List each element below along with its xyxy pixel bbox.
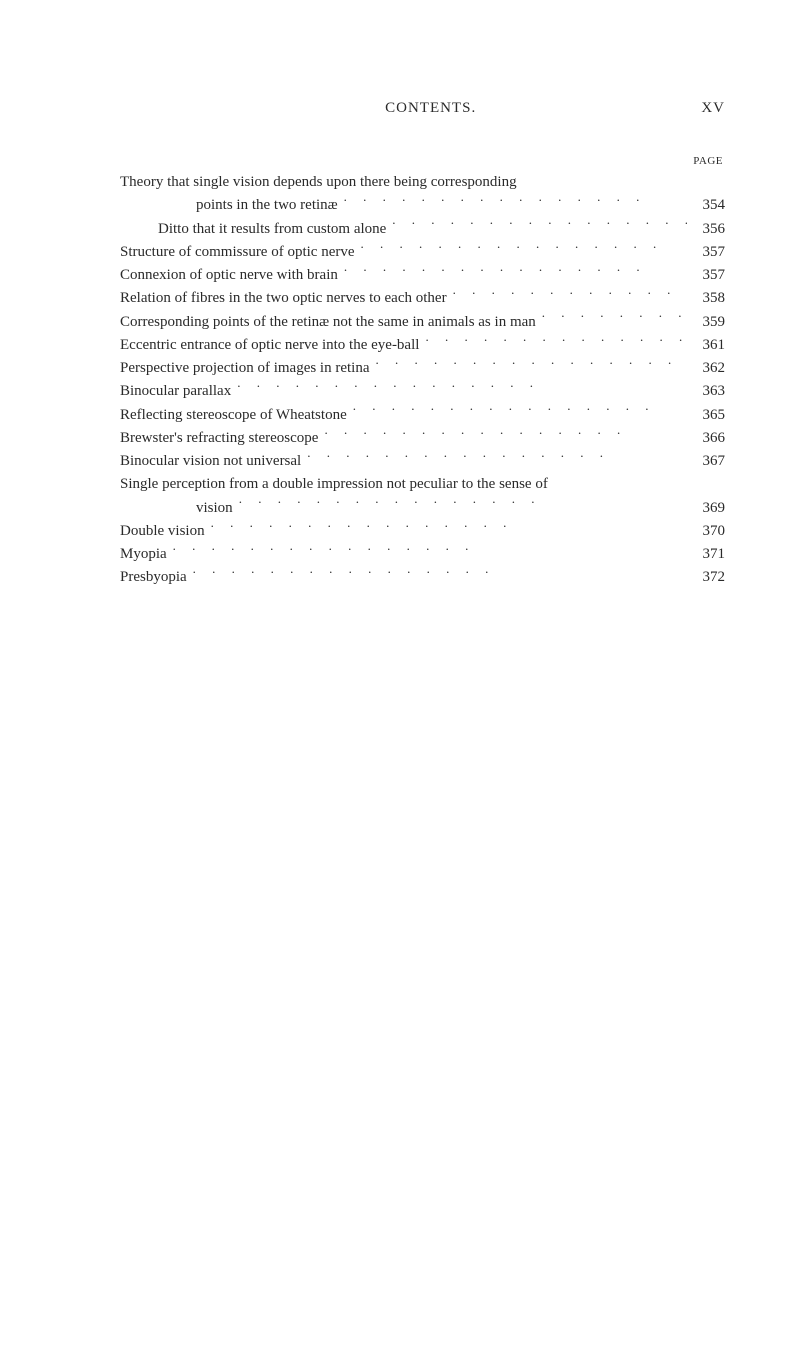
toc-entry-page: 365 bbox=[693, 404, 725, 427]
toc-entry: Binocular parallax 363 bbox=[120, 380, 725, 403]
page-content: CONTENTS. XV PAGE Theory that single vis… bbox=[0, 0, 800, 650]
toc-leader-dots bbox=[392, 218, 687, 233]
toc-leader-dots bbox=[307, 450, 687, 465]
toc-entry-page: 356 bbox=[693, 218, 725, 241]
toc-entry: Double vision 370 bbox=[120, 520, 725, 543]
toc-entry-page: 370 bbox=[693, 520, 725, 543]
table-of-contents: Theory that single vision depends upon t… bbox=[120, 171, 725, 590]
toc-leader-dots bbox=[344, 194, 687, 209]
toc-entry-text: Structure of commissure of optic nerve bbox=[120, 241, 355, 264]
toc-entry: Reflecting stereoscope of Wheatstone 365 bbox=[120, 404, 725, 427]
toc-entry-text: Reflecting stereoscope of Wheatstone bbox=[120, 404, 347, 427]
toc-entry: Corresponding points of the retinæ not t… bbox=[120, 311, 725, 334]
toc-entry-page: 361 bbox=[693, 334, 725, 357]
toc-entry: Myopia 371 bbox=[120, 543, 725, 566]
toc-entry-text: Binocular vision not universal bbox=[120, 450, 301, 473]
toc-entry-text: Relation of fibres in the two optic nerv… bbox=[120, 287, 447, 310]
toc-entry-text: Myopia bbox=[120, 543, 167, 566]
toc-entry: Presbyopia 372 bbox=[120, 566, 725, 589]
toc-leader-dots bbox=[324, 427, 687, 442]
toc-leader-dots bbox=[344, 264, 687, 279]
page-column-label: PAGE bbox=[120, 155, 725, 167]
toc-entry-page: 372 bbox=[693, 566, 725, 589]
toc-entry-text: Presbyopia bbox=[120, 566, 187, 589]
toc-entry: Binocular vision not universal 367 bbox=[120, 450, 725, 473]
toc-entry: points in the two retinæ 354 bbox=[120, 194, 725, 217]
toc-entry-page: 359 bbox=[693, 311, 725, 334]
toc-entry-text: Binocular parallax bbox=[120, 380, 231, 403]
toc-entry: Brewster's refracting stereoscope 366 bbox=[120, 427, 725, 450]
toc-entry: Connexion of optic nerve with brain 357 bbox=[120, 264, 725, 287]
toc-leader-dots bbox=[193, 566, 687, 581]
toc-entry: vision 369 bbox=[120, 497, 725, 520]
toc-leader-dots bbox=[239, 497, 687, 512]
toc-entry-page: 358 bbox=[693, 287, 725, 310]
toc-leader-dots bbox=[211, 520, 687, 535]
toc-entry-page: 366 bbox=[693, 427, 725, 450]
toc-leader-dots bbox=[361, 241, 687, 256]
header-title: CONTENTS. bbox=[160, 100, 701, 117]
toc-entry-page: 369 bbox=[693, 497, 725, 520]
toc-entry-text: Brewster's refracting stereoscope bbox=[120, 427, 318, 450]
toc-entry-lead: Theory that single vision depends upon t… bbox=[120, 171, 725, 194]
toc-entry: Ditto that it results from custom alone 3… bbox=[120, 218, 725, 241]
header-roman-numeral: XV bbox=[701, 100, 725, 117]
toc-entry-text: Connexion of optic nerve with brain bbox=[120, 264, 338, 287]
toc-entry-page: 362 bbox=[693, 357, 725, 380]
toc-entry: Structure of commissure of optic nerve 35… bbox=[120, 241, 725, 264]
toc-leader-dots bbox=[542, 311, 687, 326]
toc-entry-lead: Single perception from a double impressi… bbox=[120, 473, 725, 496]
toc-entry-page: 363 bbox=[693, 380, 725, 403]
toc-entry-text: points in the two retinæ bbox=[196, 194, 338, 217]
toc-leader-dots bbox=[173, 543, 687, 558]
page-header: CONTENTS. XV bbox=[120, 100, 725, 117]
toc-entry: Perspective projection of images in reti… bbox=[120, 357, 725, 380]
toc-leader-dots bbox=[376, 357, 688, 372]
toc-entry-page: 357 bbox=[693, 264, 725, 287]
toc-entry-text: Perspective projection of images in reti… bbox=[120, 357, 370, 380]
toc-entry-text: Corresponding points of the retinæ not t… bbox=[120, 311, 536, 334]
toc-entry: Eccentric entrance of optic nerve into t… bbox=[120, 334, 725, 357]
toc-leader-dots bbox=[353, 404, 687, 419]
toc-entry-page: 367 bbox=[693, 450, 725, 473]
toc-entry: Relation of fibres in the two optic nerv… bbox=[120, 287, 725, 310]
toc-leader-dots bbox=[237, 380, 687, 395]
toc-entry-text: Ditto that it results from custom alone bbox=[158, 218, 386, 241]
toc-leader-dots bbox=[425, 334, 687, 349]
toc-entry-page: 354 bbox=[693, 194, 725, 217]
toc-entry-page: 357 bbox=[693, 241, 725, 264]
toc-entry-text: Eccentric entrance of optic nerve into t… bbox=[120, 334, 419, 357]
toc-entry-page: 371 bbox=[693, 543, 725, 566]
toc-entry-text: Double vision bbox=[120, 520, 205, 543]
toc-leader-dots bbox=[453, 287, 687, 302]
toc-entry-text: vision bbox=[196, 497, 233, 520]
